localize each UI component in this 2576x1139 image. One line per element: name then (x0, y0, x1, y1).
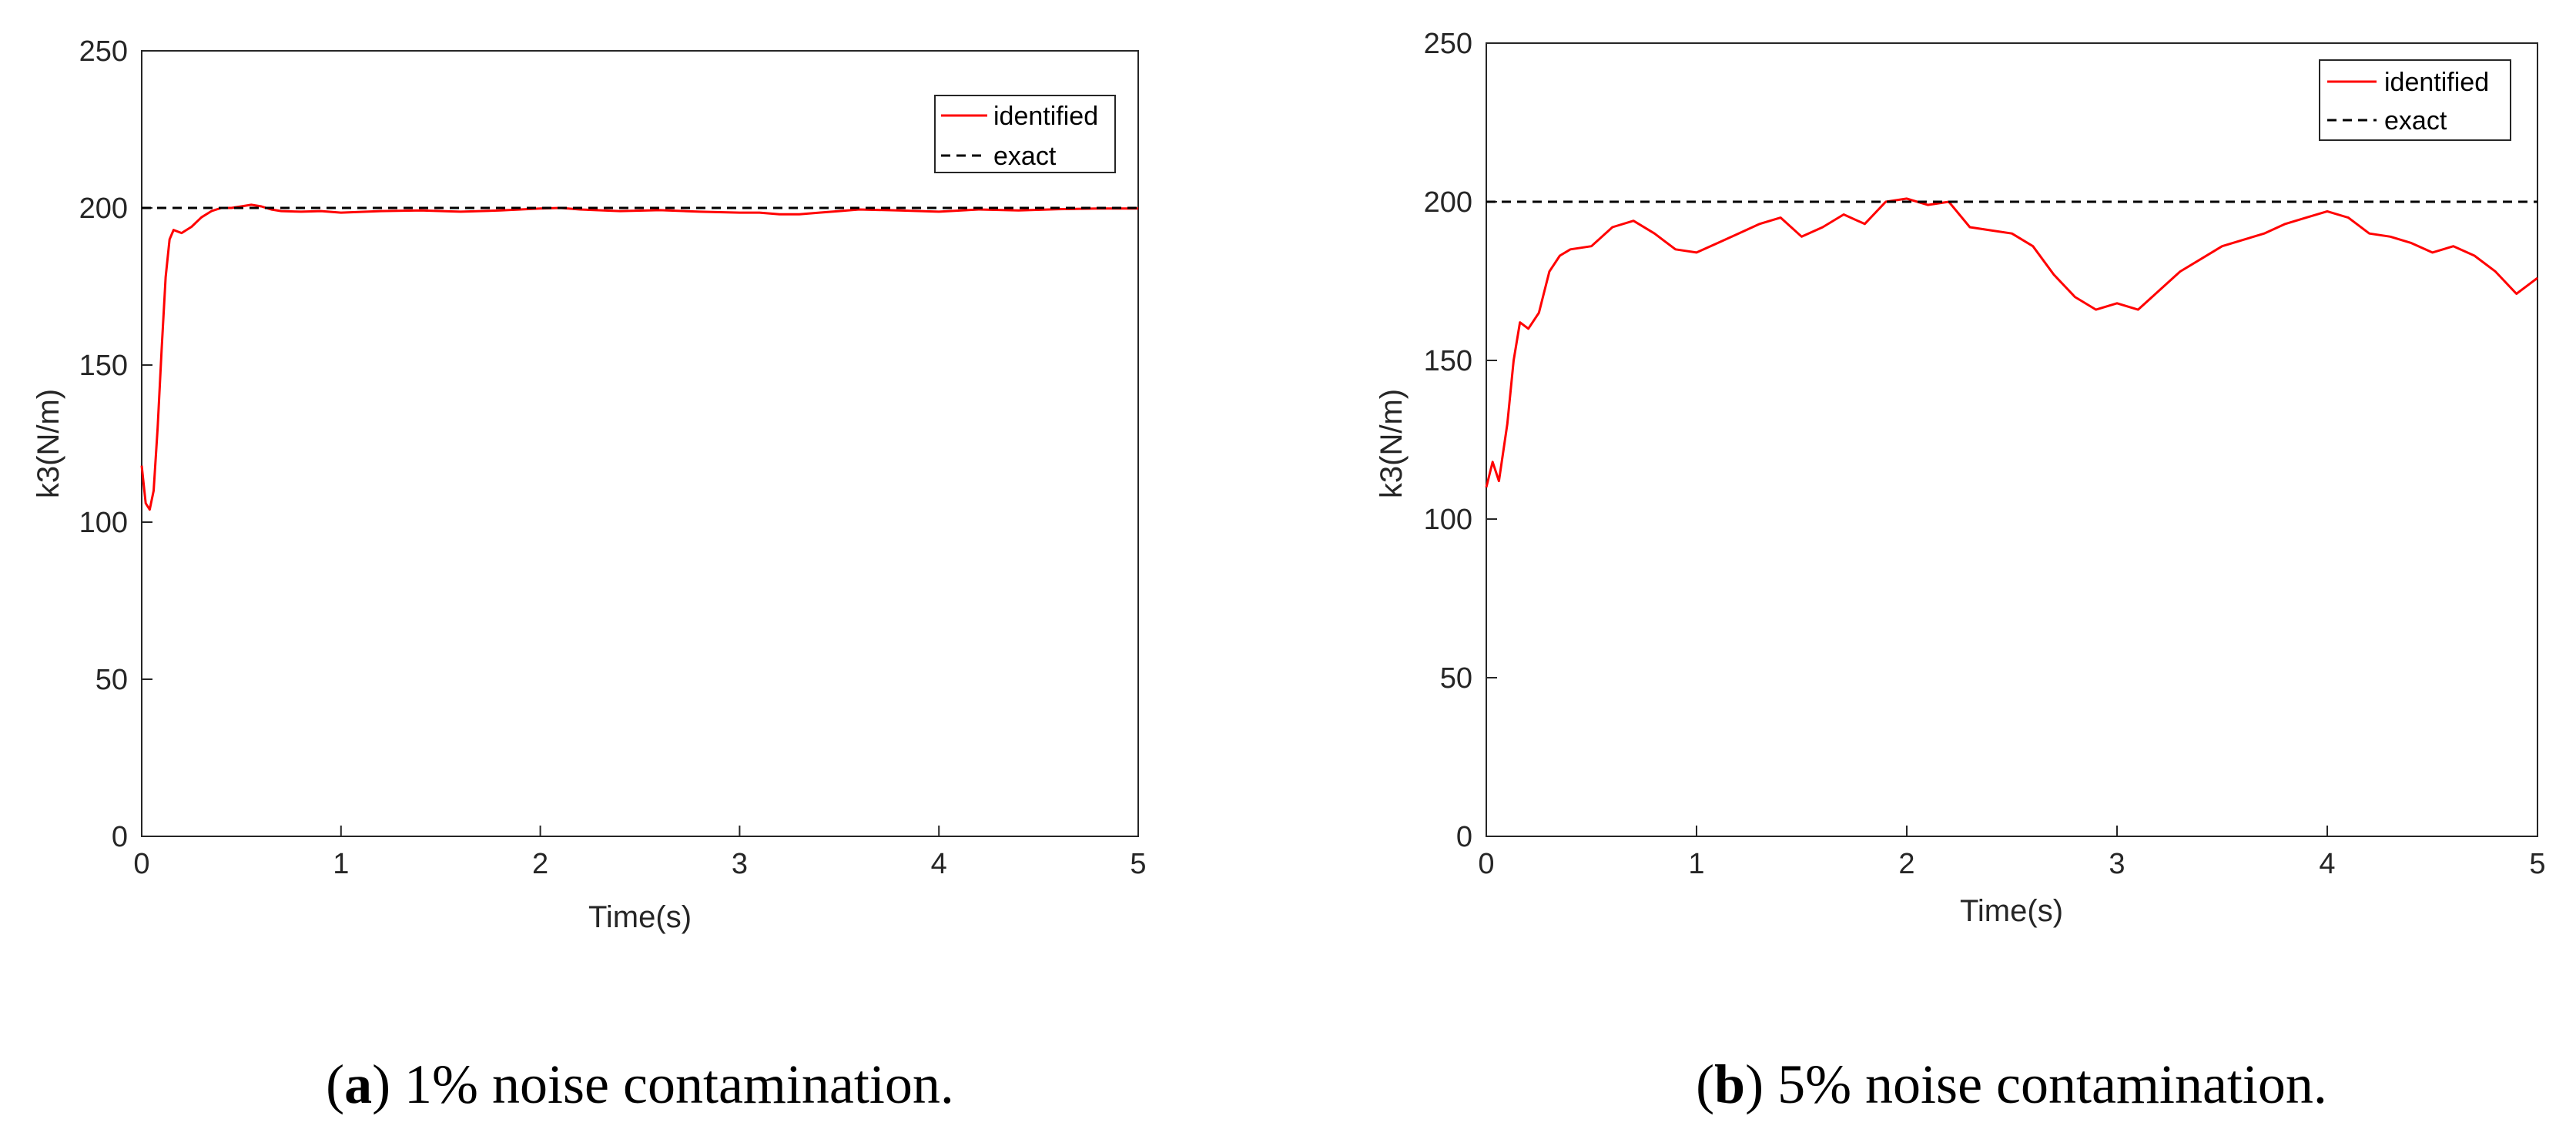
chart-b-caption-open: ( (1696, 1054, 1714, 1115)
chart-a-caption-letter: a (344, 1054, 372, 1115)
chart-a-y-axis-label: k3(N/m) (32, 389, 65, 498)
chart-b-y-ticks: 0 50 100 150 200 250 (1424, 28, 1497, 853)
chart-a-caption: (a) 1% noise contamination. (326, 1054, 954, 1115)
chart-a-y-tick-label: 200 (79, 193, 128, 225)
chart-a-x-tick-label: 4 (931, 848, 947, 880)
chart-b-x-ticks: 0 1 2 3 4 5 (1478, 826, 2546, 880)
chart-b-caption-close: ) (1745, 1054, 1764, 1115)
chart-b-series-identified-line (1485, 197, 2538, 488)
chart-b-x-tick-label: 3 (2109, 848, 2125, 880)
chart-b-x-tick-label: 5 (2529, 848, 2545, 880)
chart-b-x-tick-label: 4 (2319, 848, 2335, 880)
chart-a-x-ticks: 0 1 2 3 4 5 (133, 826, 1147, 880)
chart-b-y-tick-label: 150 (1424, 345, 1472, 377)
chart-b-legend-box (2319, 59, 2511, 141)
chart-b-y-tick-label: 0 (1456, 821, 1472, 853)
chart-a-caption-open: ( (326, 1054, 344, 1115)
chart-a-legend-box (934, 95, 1116, 173)
chart-a-legend: identified exact (934, 95, 1116, 173)
chart-a-x-tick-label: 5 (1130, 848, 1146, 880)
chart-b-series (1485, 197, 2538, 488)
chart-a-y-tick-label: 50 (95, 664, 128, 696)
chart-b-plot-frame (1486, 42, 2538, 837)
chart-b-legend: identified exact (2319, 59, 2511, 141)
chart-a-plot-frame (141, 50, 1139, 837)
chart-a-y-tick-label: 100 (79, 507, 128, 539)
chart-a-x-tick-label: 3 (732, 848, 748, 880)
chart-b-y-tick-label: 250 (1424, 28, 1472, 60)
chart-b-x-axis-label: Time(s) (1960, 894, 2063, 928)
chart-a-legend-exact-label: exact (993, 142, 1057, 171)
chart-a-x-tick-label: 2 (532, 848, 548, 880)
chart-b-x-tick-label: 0 (1478, 848, 1494, 880)
chart-b-y-tick-label: 200 (1424, 186, 1472, 219)
chart-b-y-tick-label: 100 (1424, 504, 1472, 536)
chart-a-caption-close: ) (372, 1054, 390, 1115)
chart-a-y-tick-label: 150 (79, 350, 128, 382)
chart-b-legend-identified-label: identified (2384, 68, 2489, 97)
chart-b-y-axis-label: k3(N/m) (1375, 389, 1409, 498)
chart-b-caption-text: 5% noise contamination. (1764, 1054, 2327, 1115)
chart-a-x-tick-label: 1 (333, 848, 349, 880)
chart-b-legend-exact-label: exact (2384, 106, 2447, 136)
chart-a-series-identified-line (140, 203, 1138, 511)
chart-b-caption: (b) 5% noise contamination. (1696, 1054, 2327, 1115)
chart-a-x-tick-label: 0 (133, 848, 149, 880)
chart-a-y-tick-label: 250 (79, 35, 128, 68)
chart-b: 0 1 2 3 4 5 0 50 100 150 200 250 Time(s) k3(N/m) i… (1375, 28, 2546, 1115)
chart-a-legend-identified-label: identified (993, 102, 1098, 131)
chart-b-caption-letter: b (1714, 1054, 1745, 1115)
chart-b-x-tick-label: 2 (1898, 848, 1914, 880)
chart-a-caption-text: 1% noise contamination. (390, 1054, 954, 1115)
chart-a: 0 1 2 3 4 5 0 50 100 150 200 250 Time(s) k3(N/m) i… (32, 35, 1147, 1115)
chart-b-y-tick-label: 50 (1440, 662, 1472, 695)
chart-a-series (140, 203, 1138, 511)
chart-b-x-tick-label: 1 (1688, 848, 1704, 880)
chart-a-y-tick-label: 0 (112, 821, 128, 853)
chart-a-x-axis-label: Time(s) (588, 900, 692, 934)
